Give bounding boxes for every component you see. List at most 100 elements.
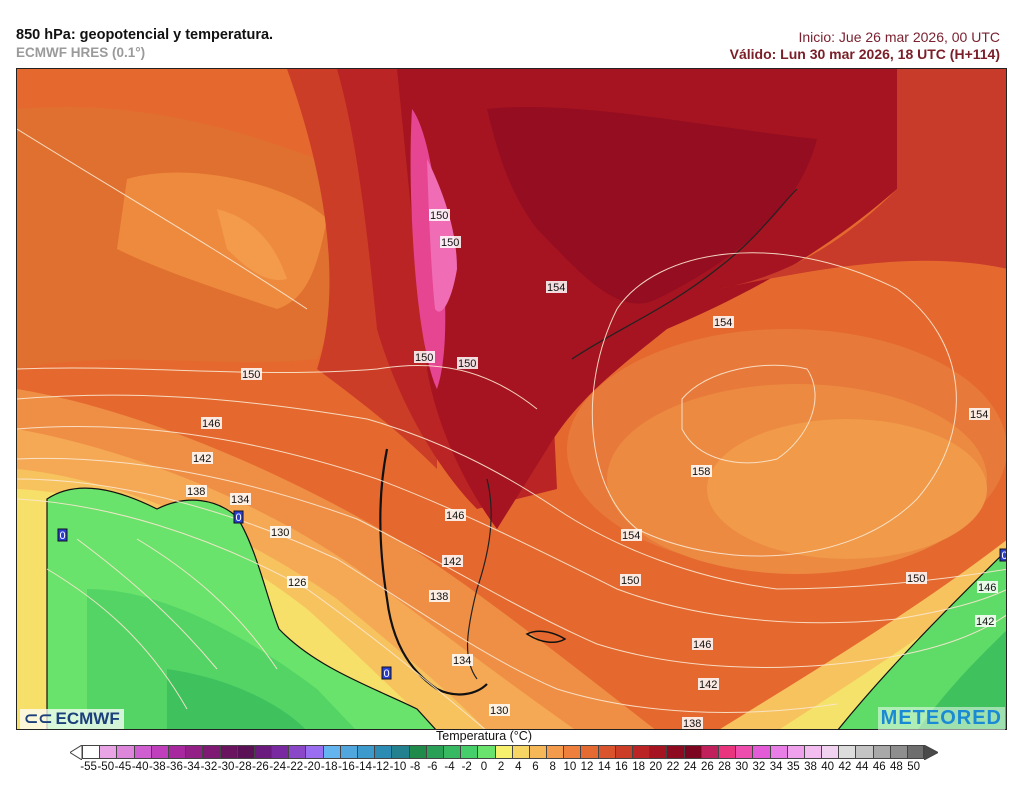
svg-text:150: 150 [415, 352, 433, 364]
legend-tick: 0 [480, 761, 488, 773]
legend-tick: -4 [444, 761, 455, 773]
svg-text:154: 154 [547, 282, 565, 294]
legend-swatch [649, 745, 667, 759]
contour-label: 134 [452, 654, 473, 667]
legend-tick: 2 [497, 761, 505, 773]
svg-text:0: 0 [236, 512, 242, 524]
contour-label: 154 [546, 281, 567, 294]
contour-label: 142 [442, 555, 463, 568]
contour-label: 138 [186, 485, 207, 498]
legend-swatch [528, 745, 547, 759]
svg-text:142: 142 [443, 556, 461, 568]
legend-swatch [322, 745, 340, 759]
legend-swatch [116, 745, 134, 759]
svg-text:150: 150 [907, 573, 925, 585]
legend-swatch [460, 745, 478, 759]
legend-tick: 16 [615, 761, 628, 773]
svg-text:134: 134 [231, 494, 249, 506]
contour-label: 138 [429, 590, 450, 603]
weather-map: 150 150 154 154 150 150 150 146 142 154 158 138 134 1… [16, 68, 1007, 730]
chart-title: 850 hPa: geopotencial y temperatura. [16, 27, 274, 43]
legend-tick: -2 [461, 761, 472, 773]
legend-swatch [597, 745, 615, 759]
legend-tick: 44 [855, 761, 869, 773]
temperature-color-scale [70, 745, 939, 760]
zero-isotherm-label: 0 [999, 548, 1008, 562]
svg-text:130: 130 [490, 705, 508, 717]
legend-swatch [185, 745, 203, 759]
legend-tick: 10 [563, 761, 577, 773]
legend-tick: -10 [389, 761, 407, 773]
legend-swatch [339, 745, 357, 759]
legend-swatch [872, 745, 890, 759]
contour-label: 146 [692, 638, 713, 651]
svg-text:150: 150 [621, 575, 639, 587]
legend-tick-labels: -55 -50 -45 -40 -38 -36 -34 -32 -30 -28 -26 -24 -22-… [80, 761, 922, 773]
legend-tick: 4 [515, 761, 522, 773]
contour-label: 150 [620, 574, 641, 587]
legend-tick: 20 [649, 761, 663, 773]
legend-swatch [563, 745, 581, 759]
legend-swatch [477, 745, 495, 759]
ecmwf-logo-icon: ⊂⊂ [24, 709, 53, 728]
legend-swatch [150, 745, 168, 759]
zero-isotherm-label: 0 [381, 666, 392, 680]
contour-label: 130 [489, 704, 510, 717]
model-label: ECMWF HRES (0.1°) [16, 45, 146, 60]
legend-swatch [288, 745, 306, 759]
legend-tick: 46 [872, 761, 886, 773]
contour-label: 154 [969, 408, 990, 421]
legend-tick: 12 [580, 761, 594, 773]
legend-tick: 26 [700, 761, 714, 773]
svg-text:0: 0 [1002, 550, 1008, 562]
legend-swatch [752, 745, 770, 759]
legend-swatch [735, 745, 753, 759]
legend-swatch [271, 745, 289, 759]
legend-swatch [408, 745, 426, 759]
legend-swatch [838, 745, 856, 759]
legend-tick: 30 [735, 761, 749, 773]
zero-isotherm-label: 0 [57, 528, 68, 542]
legend-tick: -6 [427, 761, 438, 773]
legend-tick: 50 [907, 761, 920, 773]
svg-text:142: 142 [193, 453, 211, 465]
svg-text:138: 138 [683, 718, 701, 730]
legend-swatch [442, 745, 461, 759]
legend-tick: 14 [597, 761, 611, 773]
legend-swatch [889, 745, 907, 759]
legend-swatch [391, 745, 409, 759]
svg-text:134: 134 [453, 655, 471, 667]
legend-tick: -20 [303, 761, 321, 773]
legend-swatch [717, 745, 736, 759]
legend-tick: -26 [252, 761, 269, 773]
legend-tick: -34 [183, 761, 201, 773]
legend-swatch [769, 745, 787, 759]
legend-tick: -30 [217, 761, 235, 773]
legend-swatch [425, 745, 443, 759]
svg-text:146: 146 [446, 510, 464, 522]
scale-left-arrow-icon [70, 745, 82, 760]
contour-label: 134 [230, 493, 251, 506]
legend-tick: -12 [372, 761, 390, 773]
legend-tick: 42 [838, 761, 852, 773]
contour-label: 150 [241, 368, 262, 381]
contour-label: 146 [977, 581, 998, 594]
svg-text:142: 142 [699, 679, 717, 691]
legend-swatch [511, 745, 529, 759]
legend-tick: -28 [234, 761, 252, 773]
legend-tick: -55 [80, 761, 97, 773]
legend-tick: 8 [549, 761, 556, 773]
legend-tick: -24 [269, 761, 286, 773]
legend-tick: 38 [804, 761, 817, 773]
svg-text:154: 154 [714, 317, 732, 329]
contour-label: 142 [192, 452, 213, 465]
legend-tick: 34 [769, 761, 783, 773]
scale-right-arrow-icon [924, 745, 939, 760]
legend-tick: 18 [632, 761, 645, 773]
contour-label: 146 [201, 417, 222, 430]
legend-swatch [683, 745, 701, 759]
legend-tick: 40 [821, 761, 835, 773]
legend-swatch [580, 745, 598, 759]
valid-time: Válido: Lun 30 mar 2026, 18 UTC (H+114) [729, 46, 1000, 62]
svg-text:138: 138 [430, 591, 448, 603]
